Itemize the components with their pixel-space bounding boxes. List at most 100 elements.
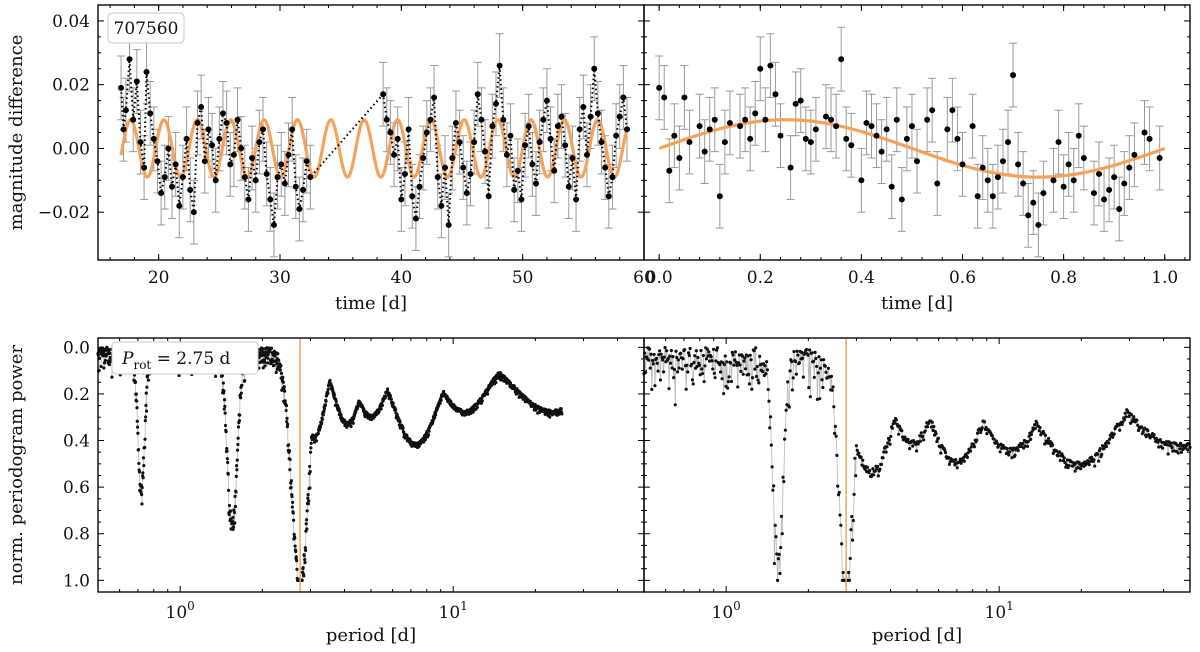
periodogram-point xyxy=(780,532,784,536)
periodogram-point xyxy=(757,381,761,385)
x-axis-label: time [d] xyxy=(335,293,407,314)
data-point xyxy=(576,126,583,133)
periodogram-point xyxy=(853,456,857,460)
periodogram-point xyxy=(236,425,241,429)
data-point xyxy=(812,126,819,133)
periodogram-point xyxy=(865,465,870,469)
periodogram-point xyxy=(675,370,680,374)
periodogram-point xyxy=(224,430,228,434)
data-point xyxy=(540,116,547,123)
data-point xyxy=(158,190,165,197)
periodogram-point xyxy=(1013,453,1017,457)
periodogram-point xyxy=(320,417,324,422)
periodogram-point xyxy=(668,354,672,358)
data-point xyxy=(671,132,678,139)
data-point xyxy=(558,113,565,120)
periodogram-point xyxy=(808,348,812,352)
data-point xyxy=(828,116,835,123)
periodogram-point xyxy=(750,387,754,391)
data-point xyxy=(1156,155,1163,161)
periodogram-point xyxy=(294,549,298,554)
periodogram-point xyxy=(306,493,310,497)
periodogram-point xyxy=(401,426,405,430)
periodogram-point xyxy=(226,472,230,476)
periodogram-point xyxy=(795,349,799,353)
periodogram-point xyxy=(691,382,695,386)
legend-box xyxy=(111,341,259,375)
data-point xyxy=(223,119,230,126)
data-point xyxy=(238,145,245,152)
periodogram-point xyxy=(1016,449,1020,453)
periodogram-point xyxy=(142,464,146,468)
y-tick-label: 0.2 xyxy=(63,385,90,405)
periodogram-point xyxy=(262,358,267,362)
periodogram-point xyxy=(982,420,987,424)
periodogram-point xyxy=(295,567,299,571)
periodogram-point xyxy=(676,358,680,362)
periodogram-point xyxy=(886,441,890,445)
data-point xyxy=(161,174,168,181)
periodogram-point xyxy=(703,364,707,368)
periodogram-point xyxy=(308,450,313,454)
periodogram-point xyxy=(763,364,767,368)
data-point xyxy=(580,104,587,110)
data-point xyxy=(656,84,663,91)
periodogram-point xyxy=(334,399,338,404)
periodogram-point xyxy=(136,431,140,435)
period-subscript: rot xyxy=(133,358,151,372)
periodogram-point xyxy=(656,369,660,373)
data-point xyxy=(848,142,855,149)
legend-box xyxy=(107,12,185,44)
periodogram-point xyxy=(144,403,148,408)
periodogram-point xyxy=(819,358,823,362)
periodogram-point xyxy=(236,436,240,440)
periodogram-point xyxy=(222,407,226,411)
x-tick-base: 10 xyxy=(712,603,734,623)
periodogram-point xyxy=(875,464,880,469)
periodogram-point xyxy=(136,447,141,452)
periodogram-point xyxy=(783,428,787,432)
periodogram-point xyxy=(794,372,798,376)
data-point xyxy=(227,161,234,168)
periodogram-point xyxy=(686,351,691,355)
data-point xyxy=(757,65,764,72)
data-point xyxy=(380,91,387,98)
periodogram-point xyxy=(1170,446,1174,450)
periodogram-point xyxy=(326,391,330,395)
periodogram-point xyxy=(743,367,748,371)
periodogram-point xyxy=(813,350,817,354)
periodogram-point xyxy=(485,392,490,396)
periodogram-point xyxy=(279,371,284,375)
periodogram-point xyxy=(289,479,293,483)
x-tick-exponent: 0 xyxy=(733,599,741,613)
data-point xyxy=(456,139,463,146)
data-point xyxy=(1111,174,1118,181)
periodogram-point xyxy=(857,451,861,455)
periodogram-point xyxy=(658,378,663,382)
periodogram-point xyxy=(779,514,784,518)
periodogram-point xyxy=(818,397,822,401)
data-point xyxy=(1146,135,1153,142)
periodogram-point xyxy=(711,367,715,371)
periodogram-point xyxy=(231,515,235,520)
periodogram-point xyxy=(670,366,674,370)
periodogram-point xyxy=(304,522,308,526)
data-point xyxy=(205,126,212,133)
periodogram-point xyxy=(709,355,713,359)
periodogram-point xyxy=(713,376,717,380)
periodogram-point xyxy=(238,413,242,417)
periodogram-point xyxy=(1111,435,1115,439)
data-point xyxy=(256,139,263,146)
data-point xyxy=(979,164,986,171)
periodogram-point xyxy=(291,500,295,504)
periodogram-point xyxy=(887,438,891,442)
periodogram-point xyxy=(830,388,834,392)
periodogram-point xyxy=(733,350,737,354)
periodogram-point xyxy=(354,410,358,414)
data-point xyxy=(1141,129,1148,136)
periodogram-point xyxy=(225,457,229,461)
periodogram-point xyxy=(135,399,139,403)
periodogram-point xyxy=(1104,444,1109,449)
periodogram-point xyxy=(229,509,233,513)
periodogram-point xyxy=(667,387,671,391)
